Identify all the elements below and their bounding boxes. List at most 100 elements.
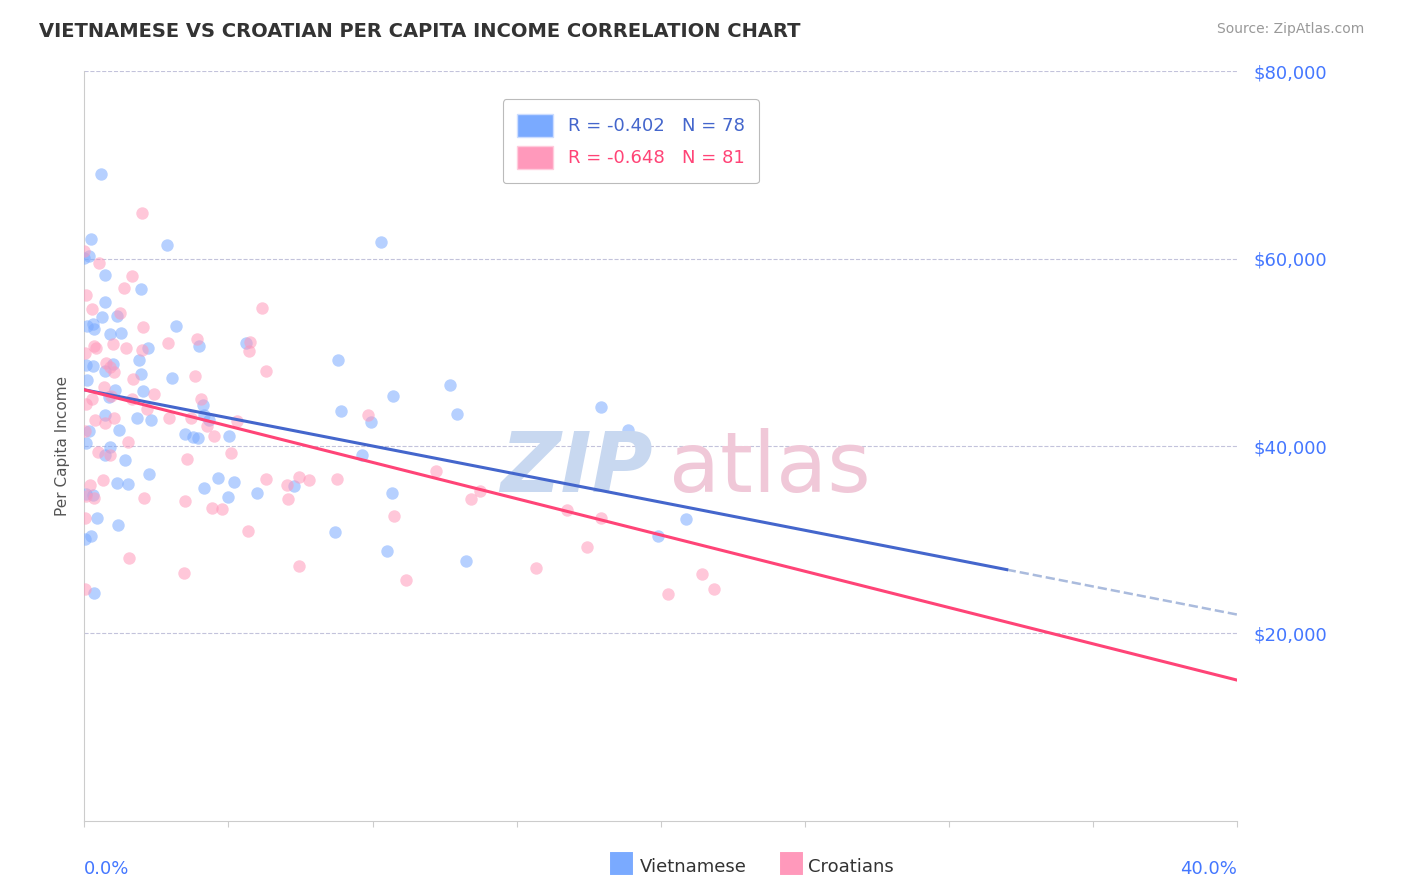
Point bbox=[173, 566, 195, 581]
Point bbox=[96, 355, 118, 369]
Point bbox=[186, 332, 208, 346]
Point bbox=[93, 294, 115, 309]
Point bbox=[156, 335, 179, 350]
Point bbox=[288, 558, 311, 573]
Point bbox=[131, 320, 153, 334]
Point bbox=[94, 268, 117, 283]
Point bbox=[73, 532, 96, 546]
Point bbox=[524, 561, 547, 575]
Point bbox=[187, 338, 209, 352]
Point bbox=[218, 429, 240, 443]
Bar bbox=[609, 851, 634, 876]
Point bbox=[184, 368, 207, 383]
Point bbox=[75, 288, 97, 302]
Point bbox=[121, 392, 143, 406]
Text: Source: ZipAtlas.com: Source: ZipAtlas.com bbox=[1216, 22, 1364, 37]
Text: VIETNAMESE VS CROATIAN PER CAPITA INCOME CORRELATION CHART: VIETNAMESE VS CROATIAN PER CAPITA INCOME… bbox=[39, 22, 801, 41]
Point bbox=[129, 282, 152, 296]
Point bbox=[122, 372, 145, 386]
Point bbox=[131, 343, 153, 357]
Point bbox=[323, 524, 346, 539]
Point bbox=[132, 384, 155, 398]
Point bbox=[235, 335, 257, 350]
Point bbox=[326, 352, 349, 367]
Point bbox=[114, 453, 136, 467]
Point bbox=[75, 358, 97, 372]
Point bbox=[103, 358, 125, 372]
Point bbox=[73, 582, 96, 596]
Point bbox=[77, 424, 100, 438]
Point bbox=[647, 529, 669, 543]
Point bbox=[193, 482, 215, 496]
Point bbox=[375, 544, 398, 558]
Point bbox=[657, 587, 679, 601]
Point bbox=[325, 472, 347, 486]
Point bbox=[107, 518, 129, 533]
Point bbox=[75, 489, 97, 503]
Point bbox=[121, 268, 143, 283]
Point bbox=[80, 529, 103, 543]
Point bbox=[83, 586, 105, 600]
Point bbox=[105, 475, 128, 490]
Legend: R = -0.402   N = 78, R = -0.648   N = 81: R = -0.402 N = 78, R = -0.648 N = 81 bbox=[503, 99, 759, 184]
Point bbox=[468, 483, 491, 498]
Point bbox=[575, 540, 598, 554]
Point bbox=[211, 501, 233, 516]
Point bbox=[190, 392, 212, 406]
Point bbox=[90, 310, 112, 324]
Point bbox=[129, 367, 152, 381]
Point bbox=[83, 339, 105, 353]
Text: 0.0%: 0.0% bbox=[84, 860, 129, 878]
Point bbox=[115, 341, 138, 355]
Point bbox=[382, 509, 405, 524]
Point bbox=[174, 493, 197, 508]
Point bbox=[128, 352, 150, 367]
Point bbox=[439, 377, 461, 392]
Point bbox=[195, 419, 218, 434]
Point bbox=[94, 416, 117, 430]
Point bbox=[79, 250, 101, 264]
Point bbox=[76, 374, 98, 388]
Point bbox=[89, 255, 111, 269]
Point bbox=[108, 305, 131, 319]
Point bbox=[105, 309, 128, 323]
Point bbox=[425, 464, 447, 478]
Point bbox=[201, 501, 224, 516]
Point bbox=[254, 364, 277, 378]
Point bbox=[238, 343, 260, 358]
Point bbox=[187, 431, 209, 445]
Point bbox=[690, 567, 713, 582]
Point bbox=[86, 444, 108, 458]
Point bbox=[82, 317, 104, 331]
Point bbox=[352, 448, 374, 462]
Point bbox=[138, 467, 160, 482]
Point bbox=[217, 490, 239, 504]
Point bbox=[73, 511, 96, 525]
Point bbox=[103, 365, 125, 379]
Text: atlas: atlas bbox=[669, 428, 870, 509]
Point bbox=[79, 478, 101, 492]
Point bbox=[75, 487, 97, 501]
Point bbox=[91, 473, 114, 487]
Point bbox=[82, 302, 104, 317]
Point bbox=[98, 448, 121, 462]
Point bbox=[73, 251, 96, 265]
Point bbox=[75, 397, 97, 411]
Point bbox=[591, 400, 613, 414]
Point bbox=[103, 411, 125, 425]
Point bbox=[224, 475, 246, 489]
Point bbox=[80, 232, 103, 246]
Text: Vietnamese: Vietnamese bbox=[640, 858, 747, 876]
Point bbox=[112, 281, 135, 295]
Point bbox=[176, 451, 198, 466]
Point bbox=[173, 427, 195, 442]
Text: ZIP: ZIP bbox=[501, 428, 652, 509]
Point bbox=[329, 404, 352, 418]
Point bbox=[165, 318, 187, 333]
Point bbox=[675, 512, 697, 526]
Point bbox=[277, 491, 299, 506]
Point bbox=[157, 410, 180, 425]
Point bbox=[226, 414, 249, 428]
Point bbox=[73, 244, 96, 259]
Point bbox=[80, 392, 103, 406]
